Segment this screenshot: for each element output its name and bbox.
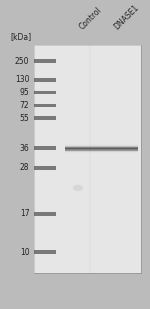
Bar [65,143,138,144]
Bar [65,147,138,148]
Bar [65,153,138,154]
Text: 72: 72 [20,101,29,110]
Bar [34,59,56,63]
Bar [65,152,138,153]
Bar [34,104,56,107]
Bar [34,91,56,95]
Bar [65,150,138,151]
Bar [65,149,138,150]
Ellipse shape [73,185,83,191]
Text: 250: 250 [15,57,29,66]
Bar [65,152,138,153]
Bar [65,145,138,146]
Text: DNASE1: DNASE1 [112,3,140,31]
Text: 55: 55 [20,114,29,123]
Text: 10: 10 [20,248,29,256]
Bar [65,151,138,152]
Text: 28: 28 [20,163,29,172]
Bar [65,146,138,147]
Bar [65,148,138,149]
Bar [34,116,56,120]
Text: [kDa]: [kDa] [10,32,31,41]
Bar [65,149,138,150]
Text: 95: 95 [20,88,29,97]
Bar [65,146,138,147]
Text: 36: 36 [20,143,29,153]
Bar [34,250,56,254]
Text: Control: Control [78,5,104,31]
Text: 17: 17 [20,209,29,218]
Bar [34,146,56,150]
Bar [34,45,141,273]
Text: 130: 130 [15,75,29,84]
Bar [34,45,141,273]
Bar [34,166,56,170]
Bar [65,144,138,145]
Bar [34,78,56,82]
Bar [34,212,56,216]
